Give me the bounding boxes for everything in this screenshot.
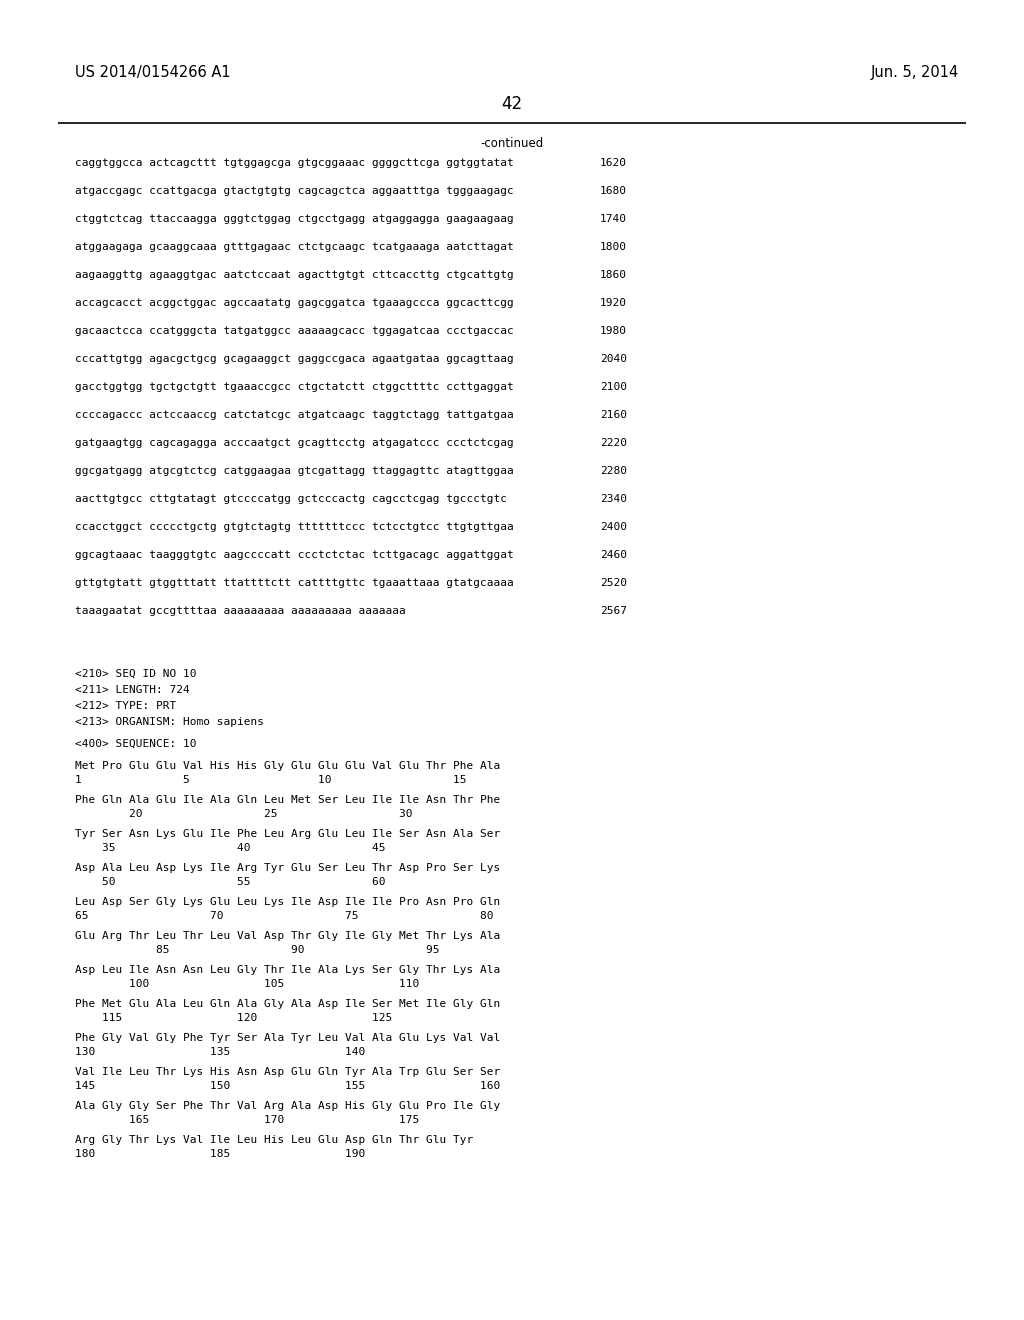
Text: 115                 120                 125: 115 120 125 bbox=[75, 1012, 392, 1023]
Text: cccattgtgg agacgctgcg gcagaaggct gaggccgaca agaatgataa ggcagttaag: cccattgtgg agacgctgcg gcagaaggct gaggccg… bbox=[75, 354, 514, 364]
Text: 2567: 2567 bbox=[600, 606, 627, 616]
Text: Jun. 5, 2014: Jun. 5, 2014 bbox=[870, 65, 959, 81]
Text: 1980: 1980 bbox=[600, 326, 627, 337]
Text: 20                  25                  30: 20 25 30 bbox=[75, 809, 413, 818]
Text: -continued: -continued bbox=[480, 137, 544, 150]
Text: 1620: 1620 bbox=[600, 158, 627, 168]
Text: 2040: 2040 bbox=[600, 354, 627, 364]
Text: Glu Arg Thr Leu Thr Leu Val Asp Thr Gly Ile Gly Met Thr Lys Ala: Glu Arg Thr Leu Thr Leu Val Asp Thr Gly … bbox=[75, 931, 501, 941]
Text: gatgaagtgg cagcagagga acccaatgct gcagttcctg atgagatccc ccctctcgag: gatgaagtgg cagcagagga acccaatgct gcagttc… bbox=[75, 438, 514, 447]
Text: Phe Met Glu Ala Leu Gln Ala Gly Ala Asp Ile Ser Met Ile Gly Gln: Phe Met Glu Ala Leu Gln Ala Gly Ala Asp … bbox=[75, 999, 501, 1008]
Text: 1680: 1680 bbox=[600, 186, 627, 195]
Text: 1920: 1920 bbox=[600, 298, 627, 308]
Text: Leu Asp Ser Gly Lys Glu Leu Lys Ile Asp Ile Ile Pro Asn Pro Gln: Leu Asp Ser Gly Lys Glu Leu Lys Ile Asp … bbox=[75, 898, 501, 907]
Text: gacaactcca ccatgggcta tatgatggcc aaaaagcacc tggagatcaa ccctgaccac: gacaactcca ccatgggcta tatgatggcc aaaaagc… bbox=[75, 326, 514, 337]
Text: atggaagaga gcaaggcaaa gtttgagaac ctctgcaagc tcatgaaaga aatcttagat: atggaagaga gcaaggcaaa gtttgagaac ctctgca… bbox=[75, 242, 514, 252]
Text: gttgtgtatt gtggtttatt ttattttctt cattttgttc tgaaattaaa gtatgcaaaa: gttgtgtatt gtggtttatt ttattttctt cattttg… bbox=[75, 578, 514, 587]
Text: 35                  40                  45: 35 40 45 bbox=[75, 843, 385, 853]
Text: 165                 170                 175: 165 170 175 bbox=[75, 1115, 419, 1125]
Text: 2160: 2160 bbox=[600, 411, 627, 420]
Text: aagaaggttg agaaggtgac aatctccaat agacttgtgt cttcaccttg ctgcattgtg: aagaaggttg agaaggtgac aatctccaat agacttg… bbox=[75, 271, 514, 280]
Text: atgaccgagc ccattgacga gtactgtgtg cagcagctca aggaatttga tgggaagagc: atgaccgagc ccattgacga gtactgtgtg cagcagc… bbox=[75, 186, 514, 195]
Text: 100                 105                 110: 100 105 110 bbox=[75, 979, 419, 989]
Text: 2220: 2220 bbox=[600, 438, 627, 447]
Text: 130                 135                 140: 130 135 140 bbox=[75, 1047, 366, 1057]
Text: Met Pro Glu Glu Val His His Gly Glu Glu Glu Val Glu Thr Phe Ala: Met Pro Glu Glu Val His His Gly Glu Glu … bbox=[75, 762, 501, 771]
Text: Asp Leu Ile Asn Asn Leu Gly Thr Ile Ala Lys Ser Gly Thr Lys Ala: Asp Leu Ile Asn Asn Leu Gly Thr Ile Ala … bbox=[75, 965, 501, 975]
Text: 2460: 2460 bbox=[600, 550, 627, 560]
Text: <211> LENGTH: 724: <211> LENGTH: 724 bbox=[75, 685, 189, 696]
Text: <400> SEQUENCE: 10: <400> SEQUENCE: 10 bbox=[75, 739, 197, 748]
Text: Tyr Ser Asn Lys Glu Ile Phe Leu Arg Glu Leu Ile Ser Asn Ala Ser: Tyr Ser Asn Lys Glu Ile Phe Leu Arg Glu … bbox=[75, 829, 501, 840]
Text: 2520: 2520 bbox=[600, 578, 627, 587]
Text: accagcacct acggctggac agccaatatg gagcggatca tgaaagccca ggcacttcgg: accagcacct acggctggac agccaatatg gagcgga… bbox=[75, 298, 514, 308]
Text: ctggtctcag ttaccaagga gggtctggag ctgcctgagg atgaggagga gaagaagaag: ctggtctcag ttaccaagga gggtctggag ctgcctg… bbox=[75, 214, 514, 224]
Text: aacttgtgcc cttgtatagt gtccccatgg gctcccactg cagcctcgag tgccctgtc: aacttgtgcc cttgtatagt gtccccatgg gctccca… bbox=[75, 494, 507, 504]
Text: US 2014/0154266 A1: US 2014/0154266 A1 bbox=[75, 65, 230, 81]
Text: caggtggcca actcagcttt tgtggagcga gtgcggaaac ggggcttcga ggtggtatat: caggtggcca actcagcttt tgtggagcga gtgcgga… bbox=[75, 158, 514, 168]
Text: <210> SEQ ID NO 10: <210> SEQ ID NO 10 bbox=[75, 669, 197, 678]
Text: ccccagaccc actccaaccg catctatcgc atgatcaagc taggtctagg tattgatgaa: ccccagaccc actccaaccg catctatcgc atgatca… bbox=[75, 411, 514, 420]
Text: Arg Gly Thr Lys Val Ile Leu His Leu Glu Asp Gln Thr Glu Tyr: Arg Gly Thr Lys Val Ile Leu His Leu Glu … bbox=[75, 1135, 473, 1144]
Text: ggcgatgagg atgcgtctcg catggaagaa gtcgattagg ttaggagttc atagttggaa: ggcgatgagg atgcgtctcg catggaagaa gtcgatt… bbox=[75, 466, 514, 477]
Text: Phe Gln Ala Glu Ile Ala Gln Leu Met Ser Leu Ile Ile Asn Thr Phe: Phe Gln Ala Glu Ile Ala Gln Leu Met Ser … bbox=[75, 795, 501, 805]
Text: ccacctggct ccccctgctg gtgtctagtg tttttttccc tctcctgtcc ttgtgttgaa: ccacctggct ccccctgctg gtgtctagtg ttttttt… bbox=[75, 521, 514, 532]
Text: 2340: 2340 bbox=[600, 494, 627, 504]
Text: 1800: 1800 bbox=[600, 242, 627, 252]
Text: 1               5                   10                  15: 1 5 10 15 bbox=[75, 775, 467, 785]
Text: 1740: 1740 bbox=[600, 214, 627, 224]
Text: 42: 42 bbox=[502, 95, 522, 114]
Text: taaagaatat gccgttttaa aaaaaaaaa aaaaaaaaa aaaaaaa: taaagaatat gccgttttaa aaaaaaaaa aaaaaaaa… bbox=[75, 606, 406, 616]
Text: 65                  70                  75                  80: 65 70 75 80 bbox=[75, 911, 494, 921]
Text: 50                  55                  60: 50 55 60 bbox=[75, 876, 385, 887]
Text: Val Ile Leu Thr Lys His Asn Asp Glu Gln Tyr Ala Trp Glu Ser Ser: Val Ile Leu Thr Lys His Asn Asp Glu Gln … bbox=[75, 1067, 501, 1077]
Text: 2280: 2280 bbox=[600, 466, 627, 477]
Text: Asp Ala Leu Asp Lys Ile Arg Tyr Glu Ser Leu Thr Asp Pro Ser Lys: Asp Ala Leu Asp Lys Ile Arg Tyr Glu Ser … bbox=[75, 863, 501, 873]
Text: 180                 185                 190: 180 185 190 bbox=[75, 1148, 366, 1159]
Text: 145                 150                 155                 160: 145 150 155 160 bbox=[75, 1081, 501, 1092]
Text: <213> ORGANISM: Homo sapiens: <213> ORGANISM: Homo sapiens bbox=[75, 717, 264, 727]
Text: 2100: 2100 bbox=[600, 381, 627, 392]
Text: gacctggtgg tgctgctgtt tgaaaccgcc ctgctatctt ctggcttttc ccttgaggat: gacctggtgg tgctgctgtt tgaaaccgcc ctgctat… bbox=[75, 381, 514, 392]
Text: Ala Gly Gly Ser Phe Thr Val Arg Ala Asp His Gly Glu Pro Ile Gly: Ala Gly Gly Ser Phe Thr Val Arg Ala Asp … bbox=[75, 1101, 501, 1111]
Text: <212> TYPE: PRT: <212> TYPE: PRT bbox=[75, 701, 176, 711]
Text: ggcagtaaac taagggtgtc aagccccatt ccctctctac tcttgacagc aggattggat: ggcagtaaac taagggtgtc aagccccatt ccctctc… bbox=[75, 550, 514, 560]
Text: 1860: 1860 bbox=[600, 271, 627, 280]
Text: 85                  90                  95: 85 90 95 bbox=[75, 945, 439, 954]
Text: Phe Gly Val Gly Phe Tyr Ser Ala Tyr Leu Val Ala Glu Lys Val Val: Phe Gly Val Gly Phe Tyr Ser Ala Tyr Leu … bbox=[75, 1034, 501, 1043]
Text: 2400: 2400 bbox=[600, 521, 627, 532]
